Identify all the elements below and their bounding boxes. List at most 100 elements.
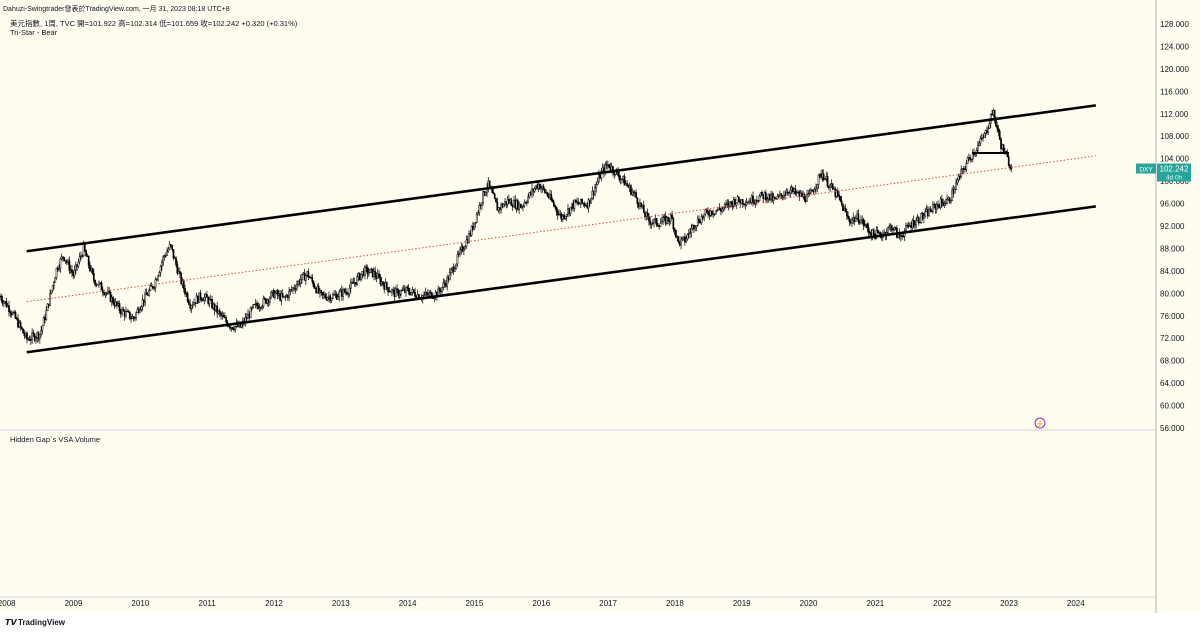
candle: [806, 189, 808, 202]
candle: [763, 191, 766, 200]
candle: [852, 212, 855, 225]
candle: [919, 222, 921, 224]
candle: [826, 172, 829, 188]
symbol-tag[interactable]: DXY: [1136, 163, 1156, 174]
candle: [979, 135, 982, 147]
candle: [893, 226, 896, 232]
candle: [772, 192, 775, 205]
candle: [820, 169, 822, 180]
lower-channel-line[interactable]: [26, 205, 1097, 354]
volume-pane-title[interactable]: Hidden Gap`s VSA Volume: [10, 435, 101, 444]
upper-channel-line[interactable]: [26, 104, 1097, 253]
candle: [960, 165, 963, 179]
candle: [953, 186, 956, 194]
candle: [108, 287, 111, 295]
candle: [956, 177, 959, 186]
candle: [761, 190, 763, 197]
candle: [844, 204, 847, 213]
candle: [317, 282, 320, 295]
candle: [646, 208, 649, 220]
indicator-legend[interactable]: Tri-Star - Bear: [10, 28, 58, 37]
candle: [497, 207, 500, 213]
candle: [207, 295, 210, 307]
candle: [12, 311, 14, 316]
candle: [680, 235, 682, 250]
candle: [69, 265, 72, 274]
candle: [867, 223, 870, 237]
y-tick-label: 68.000: [1160, 357, 1185, 366]
y-tick-label: 72.000: [1160, 334, 1185, 343]
candle: [896, 225, 898, 239]
candle: [182, 278, 185, 293]
candle: [1009, 164, 1011, 171]
candle: [619, 175, 622, 185]
candle: [1007, 154, 1010, 167]
candle: [840, 195, 843, 207]
candle: [18, 319, 21, 329]
symbol-tag-text: DXY: [1139, 167, 1153, 174]
candle: [623, 173, 626, 186]
candle: [825, 171, 828, 182]
candle: [753, 199, 756, 206]
candle: [848, 216, 851, 227]
candle: [161, 259, 163, 271]
candle: [694, 225, 697, 232]
candle: [818, 173, 821, 179]
candle: [977, 141, 979, 152]
candle: [951, 186, 954, 202]
lightning-icon[interactable]: ⚡: [1034, 417, 1046, 429]
candle: [560, 212, 563, 223]
candle: [299, 274, 302, 288]
candle: [347, 292, 350, 299]
candle: [943, 200, 946, 209]
candle: [866, 222, 869, 233]
candle: [474, 222, 477, 229]
candle: [352, 277, 355, 284]
candle: [140, 305, 143, 312]
candle: [349, 278, 352, 293]
candle: [809, 187, 812, 194]
candle: [149, 282, 152, 292]
candle: [58, 264, 60, 272]
candle: [53, 280, 55, 290]
candle: [188, 298, 190, 306]
candle: [303, 268, 306, 281]
candle: [434, 289, 437, 301]
candle: [170, 243, 172, 248]
candle: [622, 175, 625, 184]
candle: [567, 203, 569, 218]
candle: [509, 197, 512, 205]
x-tick-label: 2021: [866, 599, 884, 608]
candle: [645, 211, 648, 221]
candle: [550, 190, 553, 202]
y-tick-label: 80.000: [1160, 289, 1185, 298]
candle: [283, 296, 285, 299]
candle: [73, 265, 76, 279]
tradingview-logo-icon[interactable]: 𝙏𝙑: [5, 618, 17, 627]
candle: [834, 186, 837, 200]
candle: [44, 313, 46, 324]
footer-brand[interactable]: TradingView: [18, 618, 65, 627]
candle: [839, 196, 842, 203]
candle: [375, 272, 378, 283]
grid: [0, 0, 1157, 613]
candle: [833, 186, 835, 190]
candle: [863, 220, 866, 228]
candle: [275, 290, 278, 295]
candle: [581, 198, 583, 205]
symbol-legend[interactable]: 美元指數, 1周, TVC 開=101.922 高=102.314 低=101.…: [10, 19, 298, 28]
svg-text:⚡: ⚡: [1036, 419, 1045, 428]
candle: [924, 207, 927, 219]
candle: [123, 309, 126, 321]
candle: [42, 316, 45, 327]
candle: [558, 209, 560, 216]
channel-midline[interactable]: [26, 155, 1096, 303]
candle: [699, 219, 702, 224]
candle: [94, 279, 96, 288]
candle: [443, 279, 446, 288]
candle: [916, 214, 919, 222]
